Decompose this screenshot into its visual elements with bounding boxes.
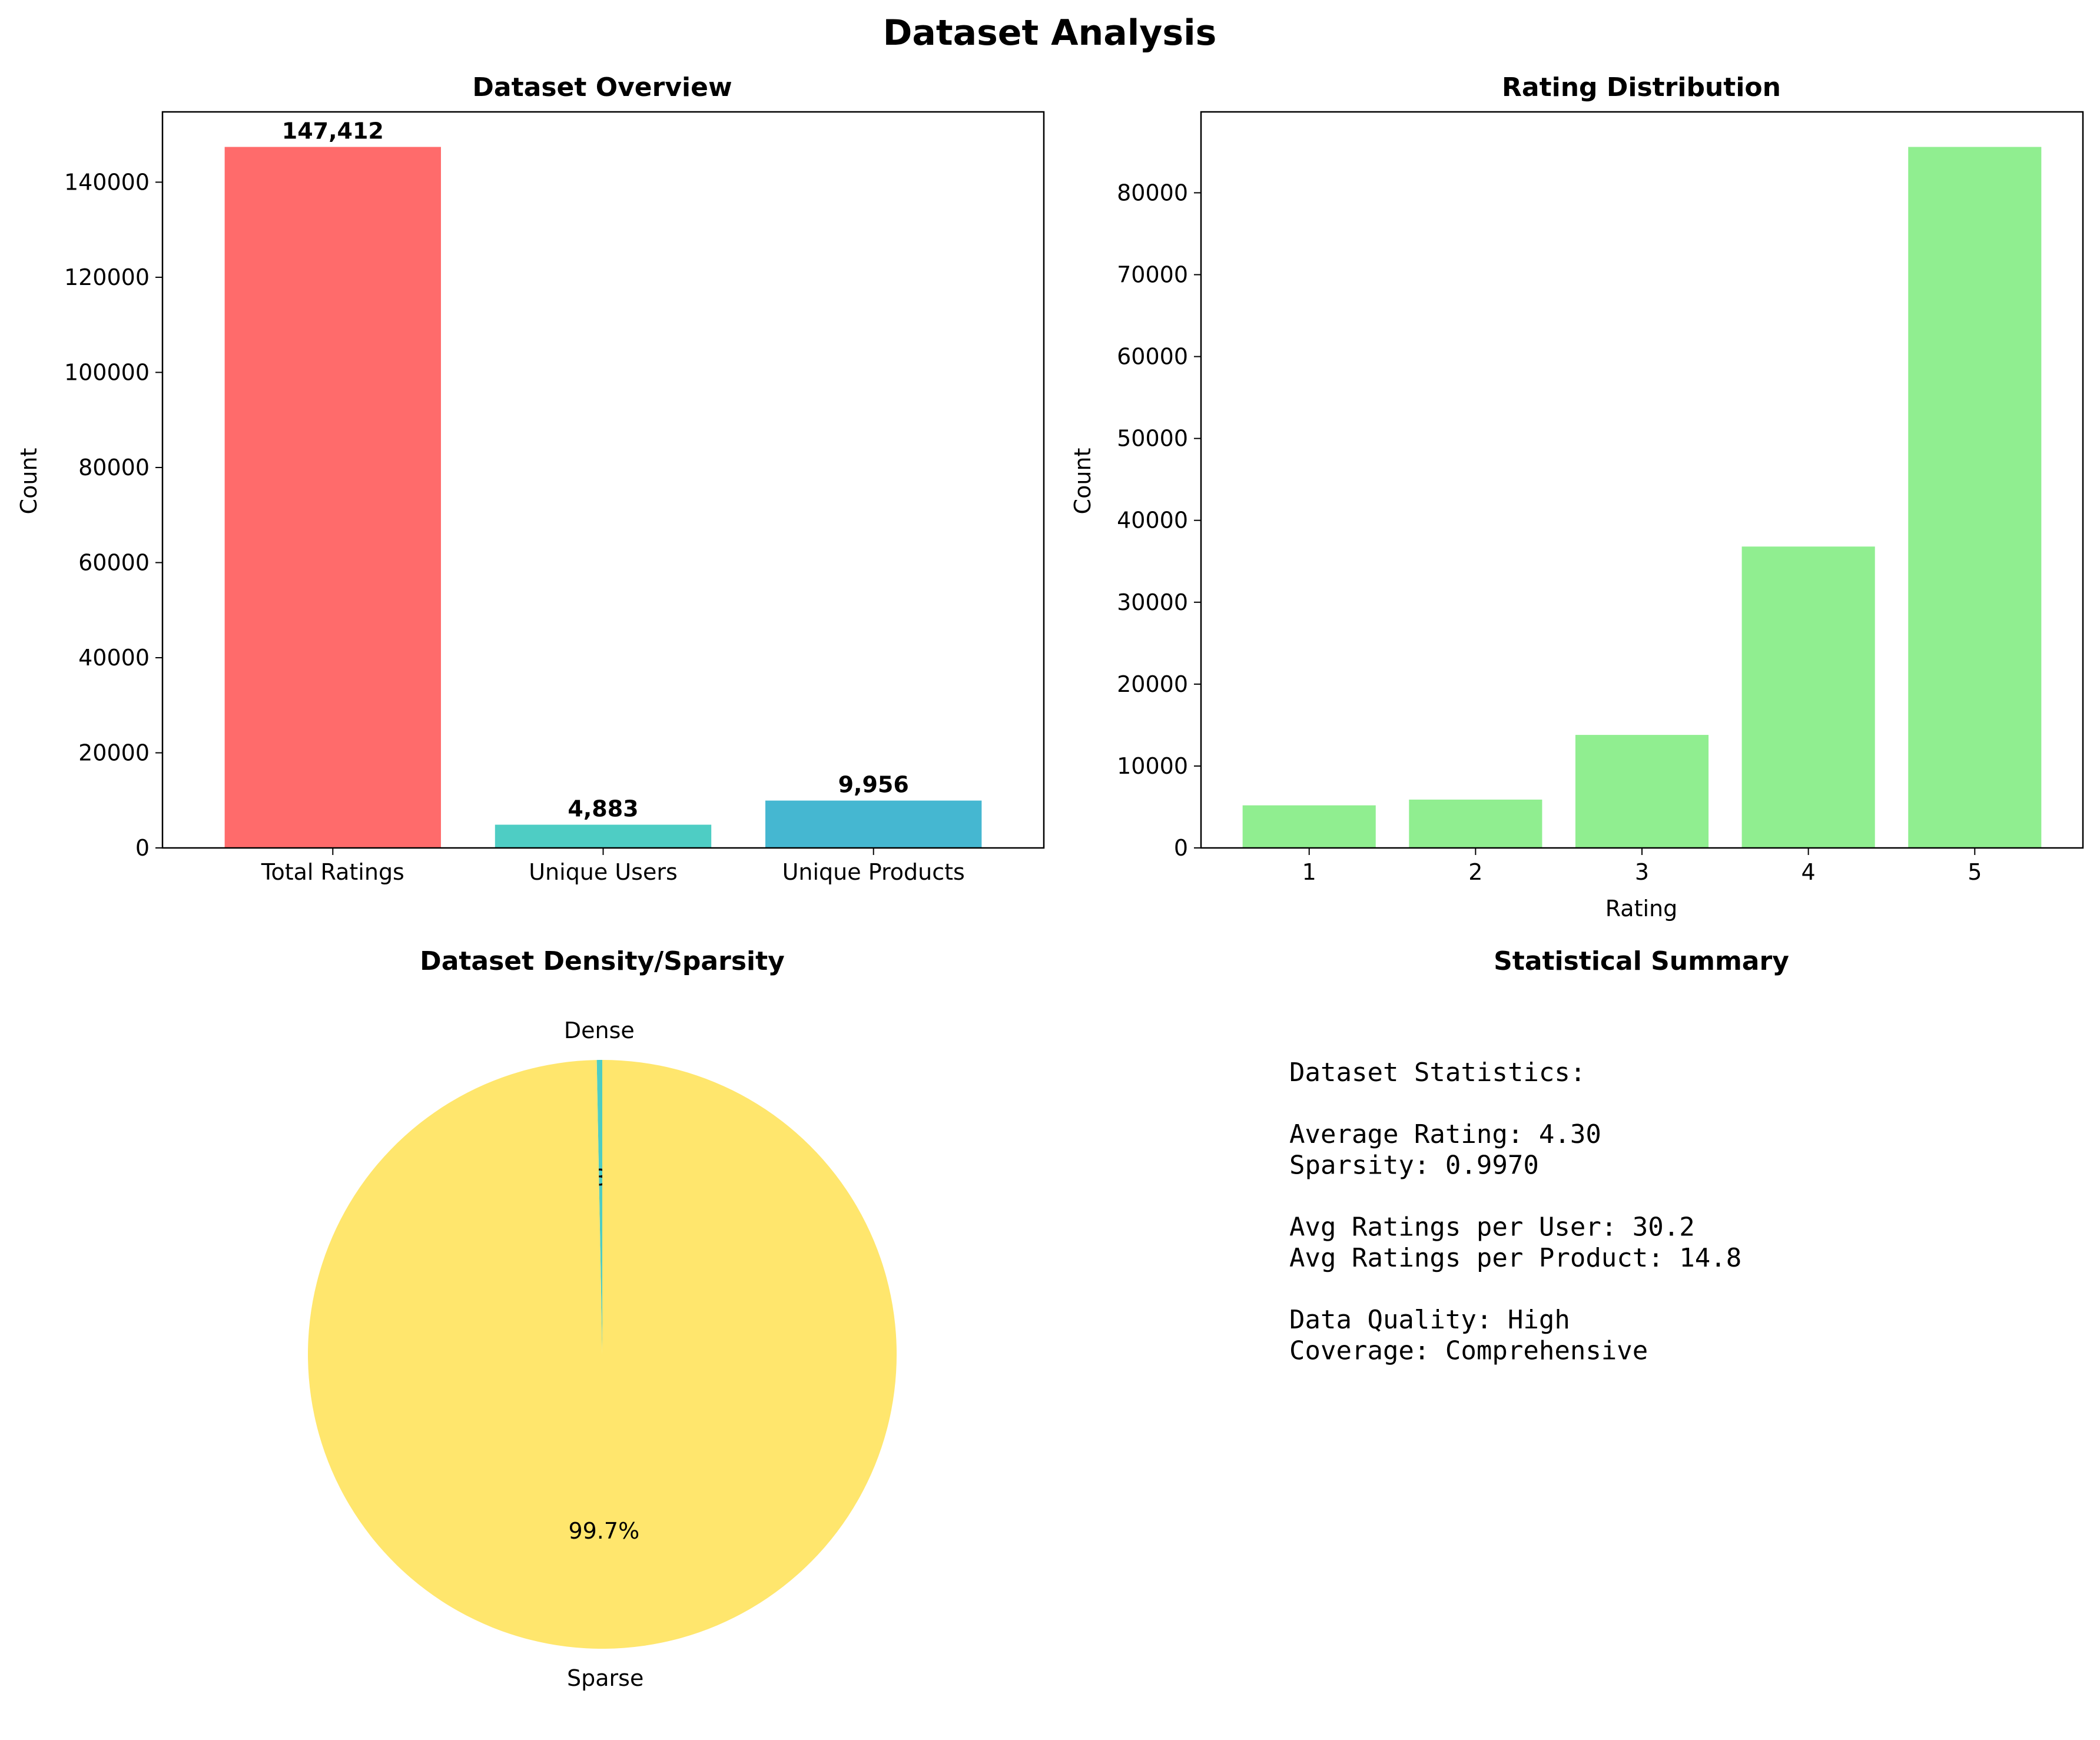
summary-line-5: Avg Ratings per User: 30.2 xyxy=(1289,1212,1695,1242)
distribution-x-tick-label-3: 4 xyxy=(1802,859,1816,885)
distribution-bar-3 xyxy=(1741,546,1875,848)
distribution-bar-1 xyxy=(1409,799,1542,848)
overview-x-tick-label-2: Unique Products xyxy=(782,859,965,885)
overview-y-tick-label-6: 120000 xyxy=(64,264,150,290)
distribution-x-tick-label-4: 5 xyxy=(1968,859,1982,885)
distribution-y-tick-label-6: 60000 xyxy=(1117,344,1188,370)
rating-distribution-chart: Rating Distribution Count Rating 1 2 3 4 5 0 1… xyxy=(1070,72,2084,922)
distribution-x-tick-label-2: 3 xyxy=(1635,859,1649,885)
distribution-y-tick-label-2: 20000 xyxy=(1117,671,1188,697)
distribution-x-axis-label: Rating xyxy=(1605,896,1678,922)
distribution-y-tick-label-0: 0 xyxy=(1174,835,1188,861)
overview-y-axis-label: Count xyxy=(16,448,42,515)
summary-line-9: Coverage: Comprehensive xyxy=(1289,1336,1648,1366)
distribution-y-tick-label-8: 80000 xyxy=(1117,180,1188,206)
overview-y-tick-label-4: 80000 xyxy=(78,455,150,480)
overview-x-tick-label-1: Unique Users xyxy=(529,859,678,885)
summary-line-2: Average Rating: 4.30 xyxy=(1289,1119,1601,1149)
pie-title: Dataset Density/Sparsity xyxy=(420,946,785,976)
overview-y-tick-label-3: 60000 xyxy=(78,549,150,575)
overview-value-label-0: 147,412 xyxy=(282,118,384,144)
distribution-title: Rating Distribution xyxy=(1502,72,1781,102)
overview-bar-2 xyxy=(765,800,982,848)
overview-value-label-1: 4,883 xyxy=(568,796,638,822)
distribution-bar-4 xyxy=(1908,147,2042,848)
overview-bar-0 xyxy=(224,147,441,849)
pie-slice-dense xyxy=(596,1060,602,1354)
figure-title: Dataset Analysis xyxy=(883,12,1217,54)
overview-y-tick-label-5: 100000 xyxy=(64,359,150,385)
overview-axes-frame xyxy=(161,111,1045,849)
pie-slice-sparse xyxy=(308,1060,897,1649)
distribution-x-tick-label-1: 2 xyxy=(1468,859,1482,885)
overview-y-tick-label-2: 40000 xyxy=(78,645,150,671)
distribution-bar-0 xyxy=(1242,805,1376,848)
distribution-y-tick-label-4: 40000 xyxy=(1117,508,1188,533)
overview-bar-1 xyxy=(495,824,712,848)
overview-y-tick-label-0: 0 xyxy=(135,835,150,861)
summary-line-8: Data Quality: High xyxy=(1289,1305,1570,1335)
summary-line-0: Dataset Statistics: xyxy=(1289,1058,1585,1088)
pie-label-dense: Dense xyxy=(564,1018,635,1043)
summary-title: Statistical Summary xyxy=(1494,946,1789,976)
overview-title: Dataset Overview xyxy=(472,72,732,102)
distribution-y-tick-label-1: 10000 xyxy=(1117,753,1188,779)
distribution-y-tick-label-7: 70000 xyxy=(1117,261,1188,287)
summary-line-3: Sparsity: 0.9970 xyxy=(1289,1151,1539,1181)
pie-pct-sparse: 99.7% xyxy=(568,1518,639,1544)
overview-y-tick-label-1: 20000 xyxy=(78,740,150,765)
distribution-y-tick-label-3: 30000 xyxy=(1117,589,1188,615)
distribution-y-tick-label-5: 50000 xyxy=(1117,426,1188,452)
statistical-summary: Statistical Summary Dataset Statistics: A… xyxy=(1289,946,1789,1366)
dataset-overview-chart: Dataset Overview Count 147,412 Total Rati… xyxy=(16,72,1045,885)
density-sparsity-chart: Dataset Density/Sparsity Dense0.3%Sparse… xyxy=(308,946,897,1691)
distribution-bar-2 xyxy=(1575,735,1709,848)
overview-value-label-2: 9,956 xyxy=(838,772,909,798)
overview-x-tick-label-0: Total Ratings xyxy=(261,859,404,885)
distribution-axes-frame xyxy=(1200,111,2084,849)
summary-line-6: Avg Ratings per Product: 14.8 xyxy=(1289,1243,1741,1273)
distribution-x-tick-label-0: 1 xyxy=(1302,859,1316,885)
distribution-y-axis-label: Count xyxy=(1070,448,1096,515)
overview-y-tick-label-7: 140000 xyxy=(64,169,150,195)
pie-label-sparse: Sparse xyxy=(567,1665,643,1691)
